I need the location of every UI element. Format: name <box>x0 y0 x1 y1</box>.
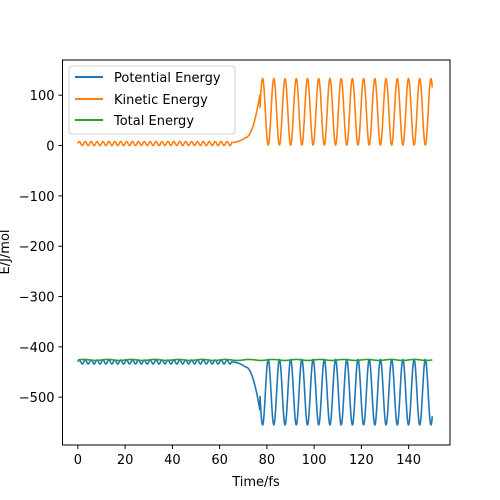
x-tick-label: 40 <box>164 453 181 468</box>
legend-frame <box>68 65 236 135</box>
x-axis-label: Time/fs <box>231 475 280 490</box>
legend-label-total: Total Energy <box>113 114 194 129</box>
y-tick-label: −300 <box>19 291 55 306</box>
y-tick-label: −200 <box>19 240 55 255</box>
y-tick-label: 100 <box>30 89 55 104</box>
series-line-kinetic-energy <box>77 77 434 147</box>
legend: Potential Energy Kinetic Energy Total En… <box>68 65 236 135</box>
y-tick-label: −100 <box>19 190 55 205</box>
legend-label-potential: Potential Energy <box>114 71 221 86</box>
x-tick-label: 60 <box>211 453 228 468</box>
y-tick-label: 0 <box>46 140 54 155</box>
x-tick-label: 120 <box>349 453 374 468</box>
series-line-potential-energy <box>77 358 434 426</box>
y-tick-label: −500 <box>19 391 55 406</box>
x-tick-label: 20 <box>117 453 134 468</box>
legend-label-kinetic: Kinetic Energy <box>114 93 208 108</box>
y-axis-label: E/J/mol <box>0 229 13 274</box>
x-tick-label: 0 <box>74 453 82 468</box>
y-tick-label: −400 <box>19 341 55 356</box>
ticks-layer: 0 20 40 60 80 100 120 140 −500 −400 −300 −200 −100 0 1… <box>19 89 421 468</box>
plot-frame <box>62 59 451 446</box>
series-layer <box>77 77 434 426</box>
x-tick-label: 140 <box>396 453 421 468</box>
series-line-total-energy <box>77 358 433 362</box>
x-tick-label: 80 <box>259 453 276 468</box>
x-tick-label: 100 <box>302 453 327 468</box>
